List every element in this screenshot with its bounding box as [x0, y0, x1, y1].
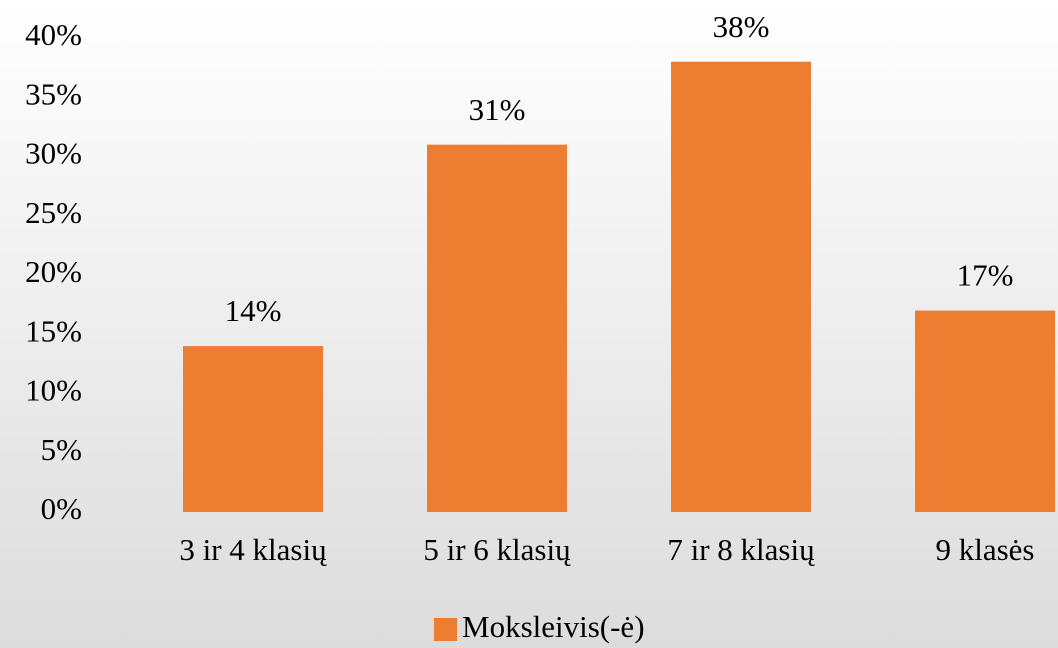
legend-swatch [434, 618, 457, 641]
data-label: 17% [957, 258, 1014, 293]
y-tick-label: 30% [25, 136, 82, 171]
data-label: 31% [469, 92, 526, 127]
x-tick-label: 3 ir 4 klasių [179, 532, 327, 567]
x-tick-label: 9 klasės [935, 532, 1034, 567]
y-tick-label: 35% [25, 76, 82, 111]
bar [427, 144, 567, 512]
bar [183, 346, 323, 512]
x-tick-label: 7 ir 8 klasių [667, 532, 815, 567]
data-label: 14% [225, 293, 282, 328]
y-tick-label: 40% [25, 17, 82, 52]
x-tick-label: 5 ir 6 klasių [423, 532, 571, 567]
y-tick-label: 20% [25, 254, 82, 289]
y-tick-label: 25% [25, 195, 82, 230]
legend-label: Moksleivis(-ė) [462, 609, 645, 644]
y-tick-label: 5% [41, 432, 82, 467]
data-label: 38% [713, 9, 770, 44]
bar [915, 310, 1055, 512]
bar [671, 61, 811, 512]
y-tick-label: 0% [41, 491, 82, 526]
y-tick-label: 10% [25, 373, 82, 408]
y-tick-label: 15% [25, 313, 82, 348]
